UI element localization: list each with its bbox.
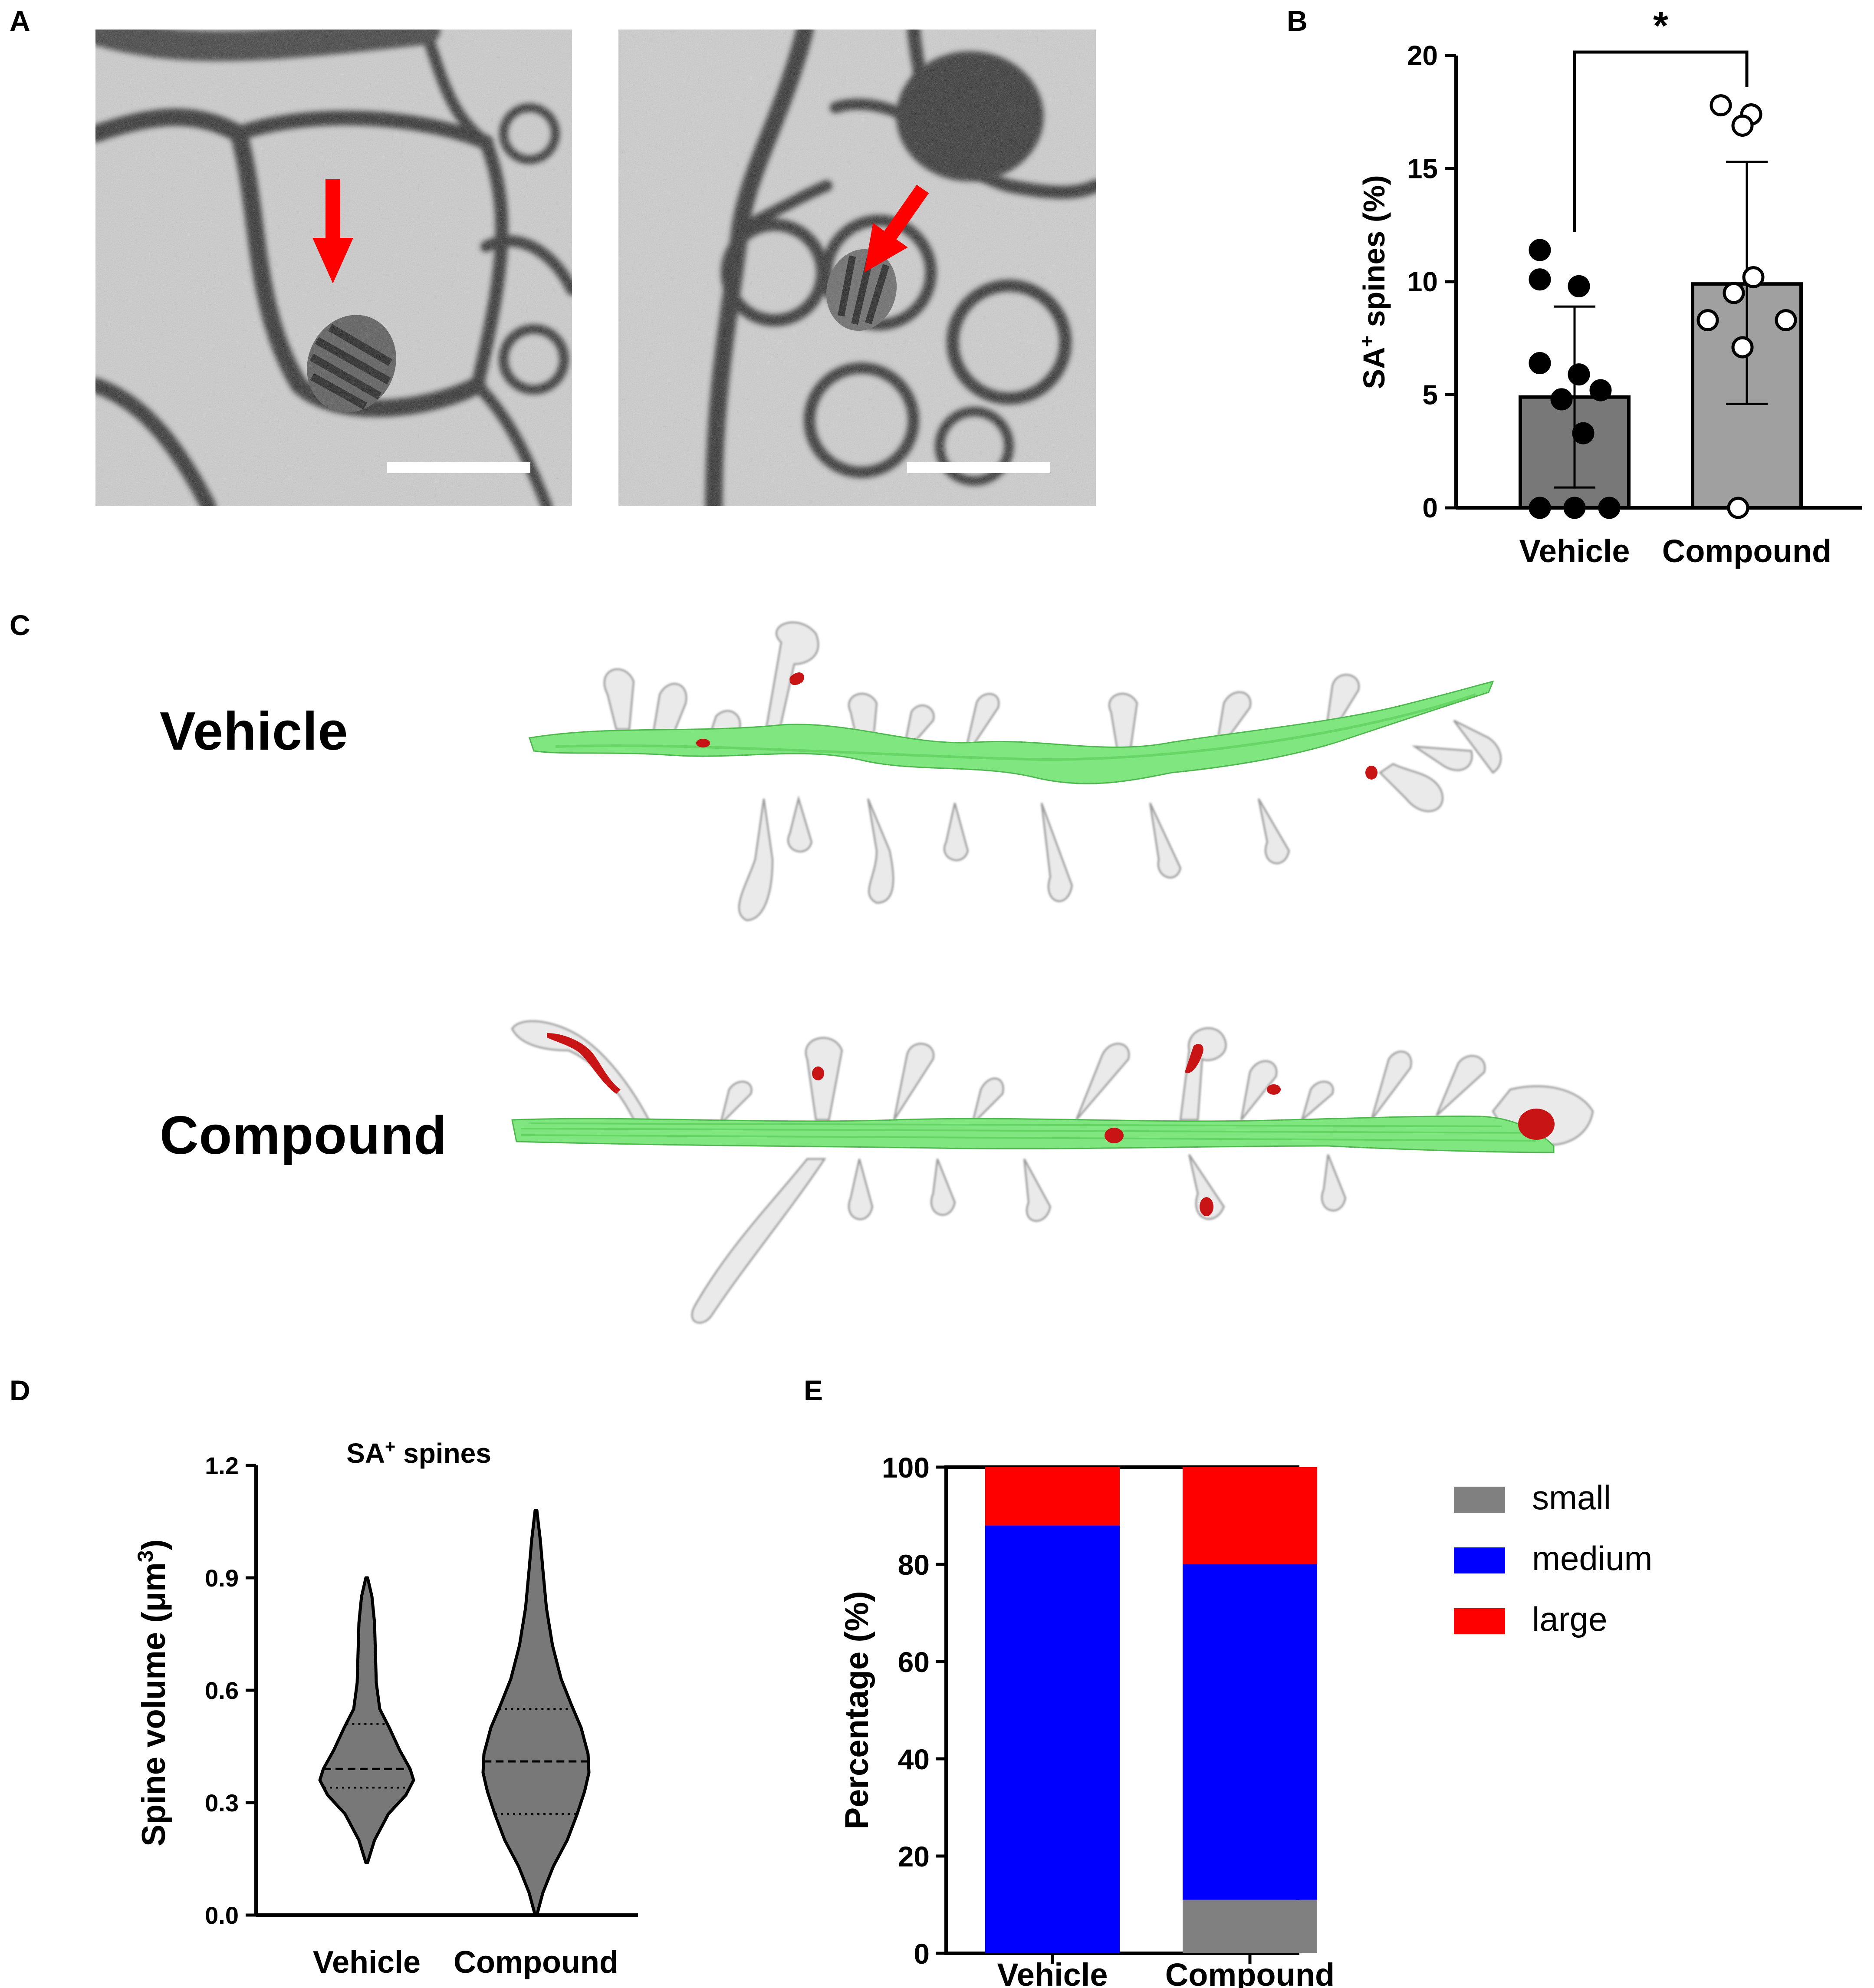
- y-tick-label: 20: [1407, 40, 1438, 71]
- y-axis-label: SA+ spines (%): [1356, 175, 1391, 389]
- red-arrow-icon: [312, 179, 353, 283]
- y-axis-label-main: Spine volume (μm: [135, 1562, 172, 1846]
- chart-d-title-sup: +: [385, 1436, 395, 1457]
- data-point-vehicle: [1529, 352, 1551, 375]
- data-point-vehicle: [1568, 363, 1590, 386]
- x-tick-label-compound: Compound: [1662, 533, 1831, 569]
- legend-label-large: large: [1532, 1600, 1607, 1638]
- data-point-compound: [1731, 336, 1754, 359]
- y-axis-label-rest: spines (%): [1357, 175, 1391, 336]
- y-axis-label: Percentage (%): [838, 1591, 875, 1829]
- chart-d-title-rest: spines: [395, 1438, 491, 1469]
- data-point-vehicle: [1572, 422, 1595, 444]
- dendrite-reconstruction-vehicle: [529, 621, 1502, 922]
- data-point-compound: [1723, 282, 1745, 304]
- spines-compound: [511, 1020, 1594, 1324]
- x-tick-label-compound: Compound: [454, 1945, 618, 1980]
- scale-bar: [907, 462, 1050, 473]
- panel-c-label-compound: Compound: [160, 1106, 447, 1165]
- violin-compound: [481, 1509, 591, 1917]
- legend-swatch-small: [1454, 1487, 1505, 1513]
- chart-e-percentage-stacked-bars: 0 20 40 60 80 100 Vehicle Compound Percentage (%…: [838, 1452, 1652, 1988]
- em-micrograph-compound: [618, 30, 1096, 506]
- y-tick-label: 0.0: [205, 1902, 239, 1929]
- bar-segment-small-compound: [1183, 1899, 1317, 1953]
- x-tick-label-vehicle: Vehicle: [313, 1945, 421, 1980]
- significance-star: *: [1653, 4, 1668, 48]
- spine-apparatus-vehicle: [696, 672, 1378, 780]
- x-tick-label-compound: Compound: [1165, 1957, 1335, 1988]
- chart-d-spine-volume-violin: 0.0 0.3 0.6 0.9 1.2 Vehicle Compound SA+ spines…: [133, 1436, 638, 1980]
- legend-label-small: small: [1532, 1478, 1611, 1517]
- data-point-compound: [1727, 497, 1749, 519]
- em-micrograph-vehicle: [95, 30, 572, 506]
- y-tick-label: 15: [1407, 153, 1438, 184]
- data-point-vehicle: [1589, 379, 1612, 402]
- panel-letter-c: C: [10, 609, 30, 641]
- y-tick-label: 1.2: [205, 1452, 239, 1479]
- chart-b-sa-spines-percent: 0 5 10 15 20 Vehicle Compound * SA+ spines (%): [1356, 4, 1862, 569]
- data-point-vehicle: [1529, 268, 1551, 291]
- data-point-compound: [1775, 309, 1797, 332]
- data-point-vehicle: [1550, 388, 1573, 411]
- y-tick-label: 0.6: [205, 1677, 239, 1704]
- panel-c-label-vehicle: Vehicle: [160, 701, 348, 761]
- y-axis-label-main: SA: [1357, 347, 1391, 389]
- legend-label-medium: medium: [1532, 1539, 1652, 1577]
- violin-vehicle: [318, 1576, 415, 1864]
- bar-segment-medium-vehicle: [985, 1525, 1120, 1953]
- data-point-vehicle: [1529, 497, 1551, 519]
- x-tick-label-vehicle: Vehicle: [1519, 533, 1630, 569]
- data-point-vehicle: [1529, 239, 1551, 261]
- panel-letter-a: A: [10, 5, 30, 37]
- data-point-compound: [1696, 309, 1719, 332]
- y-tick-label: 0: [914, 1938, 930, 1970]
- data-point-vehicle: [1598, 497, 1621, 519]
- data-point-compound: [1710, 94, 1732, 117]
- legend-swatch-large: [1454, 1608, 1505, 1634]
- bar-segment-large-vehicle: [985, 1467, 1120, 1526]
- y-tick-label: 0.3: [205, 1789, 239, 1817]
- em-micrograph-vehicle-image: [95, 30, 572, 506]
- bar-segment-large-compound: [1183, 1467, 1317, 1564]
- y-tick-label: 80: [898, 1549, 930, 1581]
- y-tick-label: 40: [898, 1743, 930, 1775]
- data-point-compound: [1731, 115, 1754, 137]
- significance-bracket: [1573, 50, 1749, 232]
- y-tick-label: 60: [898, 1646, 930, 1678]
- spine-apparatus-compound: [547, 1033, 1555, 1216]
- y-axis-label-rest: ): [135, 1539, 172, 1550]
- data-point-vehicle: [1563, 497, 1586, 519]
- panel-letter-e: E: [804, 1374, 823, 1406]
- dendrite-shaft-compound: [511, 1116, 1555, 1153]
- red-arrow-icon: [864, 184, 929, 273]
- legend-swatch-medium: [1454, 1547, 1505, 1573]
- y-tick-label: 20: [898, 1840, 930, 1873]
- y-tick-label: 10: [1407, 266, 1438, 297]
- y-axis-label: Spine volume (μm3): [133, 1539, 172, 1846]
- dendrite-reconstruction-compound: [511, 1020, 1594, 1324]
- data-point-compound: [1742, 266, 1765, 289]
- y-tick-label: 0: [1422, 492, 1438, 523]
- chart-d-title: SA+ spines: [346, 1436, 491, 1469]
- spines-vehicle: [603, 621, 1502, 922]
- panel-letter-b: B: [1287, 5, 1308, 37]
- bar-segment-medium-compound: [1183, 1564, 1317, 1900]
- scale-bar: [387, 462, 530, 473]
- y-tick-label: 5: [1422, 379, 1438, 411]
- y-tick-label: 0.9: [205, 1564, 239, 1592]
- chart-d-title-main: SA: [346, 1438, 385, 1469]
- em-micrograph-compound-image: [618, 30, 1096, 506]
- y-tick-label: 100: [882, 1452, 930, 1484]
- data-point-vehicle: [1568, 275, 1590, 297]
- y-axis-label-sup: +: [1356, 336, 1378, 347]
- dendrite-shaft-vehicle: [529, 680, 1494, 784]
- y-axis-label-sup: 3: [133, 1550, 158, 1562]
- panel-letter-d: D: [10, 1374, 30, 1406]
- x-tick-label-vehicle: Vehicle: [997, 1957, 1108, 1988]
